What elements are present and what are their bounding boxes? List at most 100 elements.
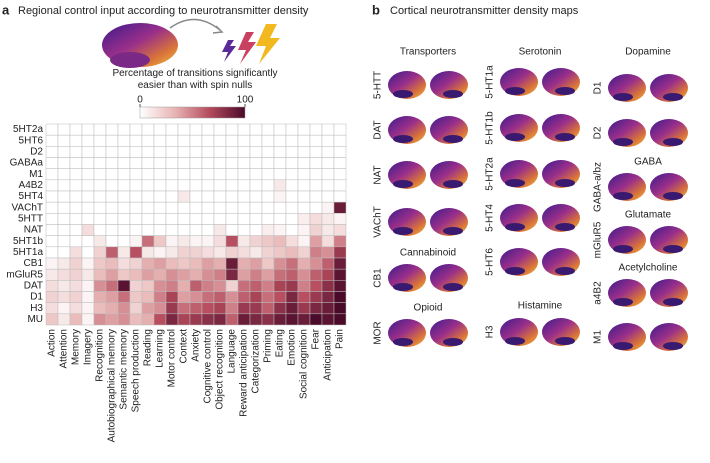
heatmap-cell bbox=[213, 224, 227, 236]
heatmap-cell bbox=[201, 291, 215, 303]
heatmap-cell bbox=[213, 190, 227, 203]
heatmap-cell bbox=[321, 246, 335, 259]
heatmap-cell bbox=[321, 168, 335, 181]
heatmap-cell bbox=[153, 246, 167, 259]
heatmap-cell bbox=[249, 201, 263, 214]
heatmap-cell bbox=[141, 257, 155, 270]
heatmap-cell bbox=[333, 313, 347, 326]
heatmap-cell bbox=[81, 123, 95, 136]
heatmap-cell bbox=[153, 134, 167, 147]
heatmap-cell bbox=[141, 168, 155, 181]
heatmap-cell bbox=[141, 179, 155, 192]
heatmap-cell bbox=[93, 224, 107, 236]
heatmap-cell bbox=[117, 190, 131, 203]
heatmap-cell bbox=[93, 134, 107, 147]
brain-map bbox=[388, 161, 468, 189]
heatmap-cell bbox=[201, 224, 215, 236]
heatmap-cell bbox=[249, 179, 263, 192]
heatmap-cell bbox=[105, 246, 119, 259]
heatmap-cell bbox=[237, 280, 251, 292]
heatmap-cell bbox=[333, 134, 347, 147]
heatmap-cell bbox=[69, 168, 83, 181]
brain-icon bbox=[102, 23, 178, 68]
heatmap-cell bbox=[141, 201, 155, 214]
heatmap-cell bbox=[321, 224, 335, 236]
heatmap-cell bbox=[201, 313, 215, 326]
heatmap-cell bbox=[105, 157, 119, 169]
heatmap-cell bbox=[153, 291, 167, 303]
heatmap-cell bbox=[165, 246, 179, 259]
heatmap-cell bbox=[297, 313, 311, 326]
row-label: 5HT1b bbox=[13, 236, 43, 247]
bolt-icon bbox=[256, 24, 280, 64]
brain-map bbox=[500, 248, 580, 276]
map-label: 5-HTT bbox=[373, 71, 384, 99]
heatmap-cell bbox=[81, 280, 95, 292]
heatmap-cell bbox=[45, 134, 59, 147]
brain-shape bbox=[393, 90, 413, 98]
heatmap-cell bbox=[117, 179, 131, 192]
heatmap-cell bbox=[321, 257, 335, 270]
heatmap-cell bbox=[45, 246, 59, 259]
heatmap-cell bbox=[225, 157, 239, 169]
heatmap-cell bbox=[81, 257, 95, 270]
heatmap-cell bbox=[261, 246, 275, 259]
heatmap-cell bbox=[249, 123, 263, 136]
row-label: NAT bbox=[24, 225, 43, 236]
heatmap-cell bbox=[141, 157, 155, 169]
brain-shape bbox=[613, 192, 633, 200]
column-label: Emotion bbox=[287, 329, 298, 366]
brain-shape bbox=[443, 180, 463, 188]
heatmap-cell bbox=[297, 235, 311, 248]
brain-map bbox=[388, 208, 468, 236]
heatmap-cell bbox=[141, 302, 155, 315]
heatmap-cell bbox=[81, 291, 95, 303]
brain-shape bbox=[505, 337, 525, 345]
brain-shape bbox=[613, 298, 633, 306]
heatmap-cell bbox=[273, 246, 287, 259]
panel-label: a bbox=[2, 2, 10, 17]
heatmap-cell bbox=[237, 268, 251, 281]
panel-label: b bbox=[372, 2, 380, 17]
heatmap-cell bbox=[273, 123, 287, 136]
heatmap-cell bbox=[57, 146, 71, 158]
heatmap-cell bbox=[69, 291, 83, 303]
heatmap-cell bbox=[105, 257, 119, 270]
heatmap-cell bbox=[261, 257, 275, 270]
brain-shape bbox=[555, 87, 575, 95]
column-label: Learning bbox=[155, 329, 166, 368]
heatmap-cell bbox=[165, 291, 179, 303]
column-label: Imagery bbox=[83, 329, 94, 365]
map-label: GABA-a/bz bbox=[593, 162, 604, 212]
heatmap-cell bbox=[285, 213, 299, 225]
heatmap-cell bbox=[237, 235, 251, 248]
heatmap-cell bbox=[177, 134, 191, 147]
brain-map bbox=[500, 318, 580, 346]
heatmap-cell bbox=[297, 157, 311, 169]
heatmap-cell bbox=[297, 257, 311, 270]
heatmap-cell bbox=[285, 268, 299, 281]
heatmap-cell bbox=[333, 179, 347, 192]
heatmap-cell bbox=[225, 134, 239, 147]
heatmap-cell bbox=[81, 134, 95, 147]
heatmap-cell bbox=[105, 168, 119, 181]
heatmap-cell bbox=[213, 201, 227, 214]
heatmap-cell bbox=[333, 168, 347, 181]
heatmap-cell bbox=[93, 257, 107, 270]
heatmap-cell bbox=[69, 134, 83, 147]
map-label: a4B2 bbox=[593, 281, 604, 305]
heatmap-cell bbox=[165, 268, 179, 281]
heatmap-cell bbox=[225, 146, 239, 158]
heatmap-cell bbox=[189, 213, 203, 225]
heatmap-cell bbox=[333, 246, 347, 259]
map-label: MOR bbox=[373, 321, 384, 344]
colorbar-label: Percentage of transitions significantly … bbox=[112, 68, 278, 91]
brain-shape bbox=[663, 192, 683, 200]
heatmap-cell bbox=[273, 302, 287, 315]
heatmap-cell bbox=[57, 257, 71, 270]
heatmap-cell bbox=[153, 313, 167, 326]
heatmap-cell bbox=[129, 146, 143, 158]
heatmap-cell bbox=[69, 224, 83, 236]
heatmap-cell bbox=[285, 146, 299, 158]
